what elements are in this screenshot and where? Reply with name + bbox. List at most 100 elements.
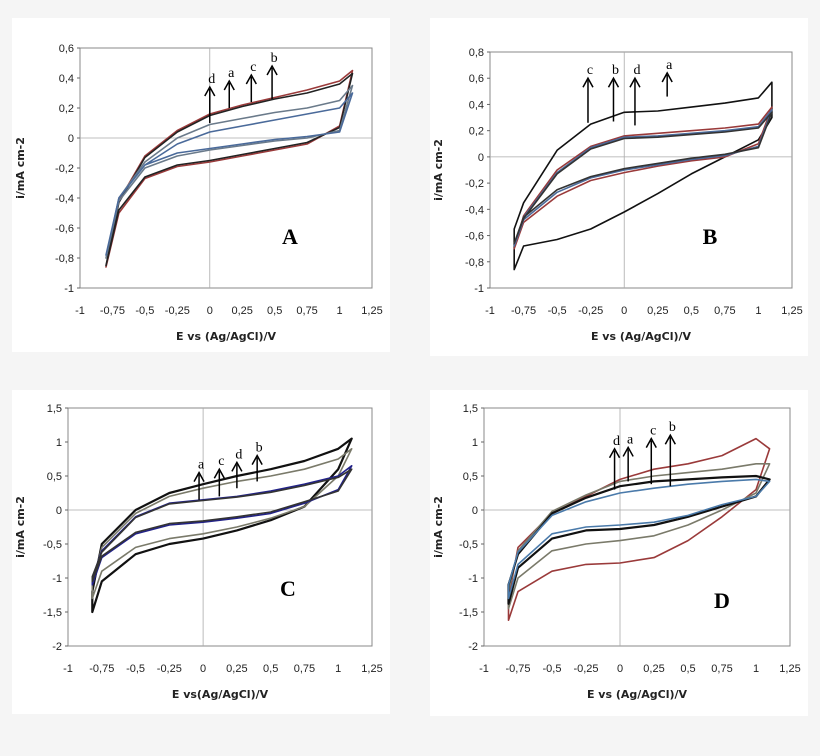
y-tick-label: -0,4: [465, 204, 484, 216]
y-tick-label: 1: [56, 437, 62, 449]
annotation-label: b: [669, 420, 676, 435]
x-tick-label: 0,25: [643, 663, 664, 675]
y-tick-label: -1: [52, 573, 62, 585]
annotation-arrow-head: [664, 433, 676, 445]
annotation-label: b: [612, 63, 619, 78]
y-tick-label: 0,2: [59, 103, 74, 115]
x-tick-label: -0,75: [100, 305, 125, 317]
annotation-label: c: [587, 63, 593, 78]
x-axis-title: E vs (Ag/AgCl)/V: [591, 330, 692, 343]
x-tick-label: 0,25: [647, 305, 668, 317]
x-tick-label: -0,75: [511, 305, 536, 317]
annotation-label: c: [250, 60, 256, 75]
x-tick-label: 1: [755, 305, 761, 317]
y-tick-label: -2: [468, 641, 478, 653]
y-tick-label: 0,6: [59, 43, 74, 55]
annotation-label: b: [271, 51, 278, 66]
cv-curve-4: [513, 111, 773, 245]
x-tick-label: -0,25: [578, 305, 603, 317]
annotation-label: d: [633, 63, 640, 78]
y-tick-label: 0: [478, 152, 484, 164]
cv-curve-4: [105, 92, 354, 256]
x-tick-label: 0,5: [680, 663, 695, 675]
annotation-arrow-head: [582, 76, 594, 88]
y-tick-label: 0,2: [469, 126, 484, 138]
x-tick-label: -1: [63, 663, 73, 675]
y-tick-label: 1,5: [463, 403, 478, 415]
x-tick-label: 0,75: [296, 305, 317, 317]
cv-curve-3: [105, 84, 354, 259]
annotation-label: c: [218, 454, 224, 469]
cv-panel-a: -1 -0,8 -0,6 -0,4 -0,2 0 0,2 0,4 0,6 -1 -0,75 -0,5-…: [12, 18, 390, 352]
x-tick-label: 1,25: [781, 305, 802, 317]
annotation-arrow-head: [204, 85, 216, 97]
y-tick-label: 0: [472, 505, 478, 517]
x-tick-label: 0,25: [226, 663, 247, 675]
y-tick-label: -0,4: [55, 193, 74, 205]
x-tick-label: 0,5: [263, 663, 278, 675]
x-tick-label: 0,25: [232, 305, 253, 317]
panel-letter: B: [703, 224, 718, 249]
x-tick-label: 1,25: [361, 305, 382, 317]
y-tick-label: 0,4: [469, 99, 484, 111]
y-axis-title: i/mA cm-2: [432, 496, 445, 558]
x-tick-label: -0,5: [543, 663, 562, 675]
panel-background: [430, 18, 808, 356]
x-tick-label: 0,75: [711, 663, 732, 675]
x-tick-label: 1,25: [361, 663, 382, 675]
annotation-label: b: [256, 441, 263, 456]
x-tick-label: 0: [617, 663, 623, 675]
x-tick-label: 0,75: [294, 663, 315, 675]
y-axis-title: i/mA cm-2: [432, 139, 445, 201]
plot-frame: [483, 407, 791, 647]
y-tick-label: -0,5: [43, 539, 62, 551]
x-tick-label: -0,25: [165, 305, 190, 317]
y-tick-label: -0,2: [55, 163, 74, 175]
cv-panel-c: -2 -1,5 -1 -0,5 0 0,5 1 1,5 -1 -0,75 -0,5 -0,25 0 0,2…: [12, 390, 390, 714]
annotation-label: d: [613, 434, 620, 449]
panel-letter: A: [282, 224, 298, 249]
cv-curve-2: [105, 72, 354, 267]
x-tick-label: 0: [621, 305, 627, 317]
annotation-arrow-head: [629, 76, 641, 88]
x-tick-label: 0: [200, 663, 206, 675]
x-tick-label: -0,75: [89, 663, 114, 675]
annotation-label: d: [235, 447, 242, 462]
y-tick-label: 1,5: [47, 403, 62, 415]
annotation-label: d: [208, 72, 215, 87]
panel-letter: C: [280, 576, 296, 601]
annotation-arrow-head: [622, 445, 634, 457]
y-tick-label: 0: [68, 133, 74, 145]
y-tick-label: -1: [474, 283, 484, 295]
x-tick-label: 0: [207, 305, 213, 317]
x-tick-label: -1: [485, 305, 495, 317]
annotation-label: a: [198, 458, 205, 473]
cv-curve-4: [507, 478, 771, 600]
annotation-arrow-head: [266, 64, 278, 76]
y-tick-label: -2: [52, 641, 62, 653]
annotation-arrow-head: [193, 471, 205, 482]
annotation-arrow-head: [661, 71, 673, 83]
plot-frame: [67, 407, 373, 647]
y-tick-label: -1: [64, 283, 74, 295]
y-tick-label: -1: [468, 573, 478, 585]
annotation-arrow-head: [231, 460, 243, 472]
cv-curve-2: [513, 106, 773, 250]
x-tick-label: -0,5: [548, 305, 567, 317]
cv-curve-1: [91, 437, 353, 614]
cv-panel-b: -1 -0,8 -0,6 -0,4 -0,2 0 0,2 0,4 0,6 0,8 -1 -0,75 -0…: [430, 18, 808, 356]
x-tick-label: 1: [336, 305, 342, 317]
y-axis-title: i/mA cm-2: [14, 496, 27, 558]
y-tick-label: -1,5: [459, 607, 478, 619]
y-tick-label: -0,6: [465, 231, 484, 243]
x-tick-label: 0,5: [267, 305, 282, 317]
annotation-arrow-head: [213, 467, 225, 479]
x-tick-label: 0,75: [714, 305, 735, 317]
cv-curve-1: [513, 81, 773, 271]
y-tick-label: -0,5: [459, 539, 478, 551]
annotation-arrow-head: [607, 76, 620, 88]
y-tick-label: 1: [472, 437, 478, 449]
annotation-arrow-head: [645, 437, 657, 448]
annotation-arrow-head: [608, 447, 621, 459]
